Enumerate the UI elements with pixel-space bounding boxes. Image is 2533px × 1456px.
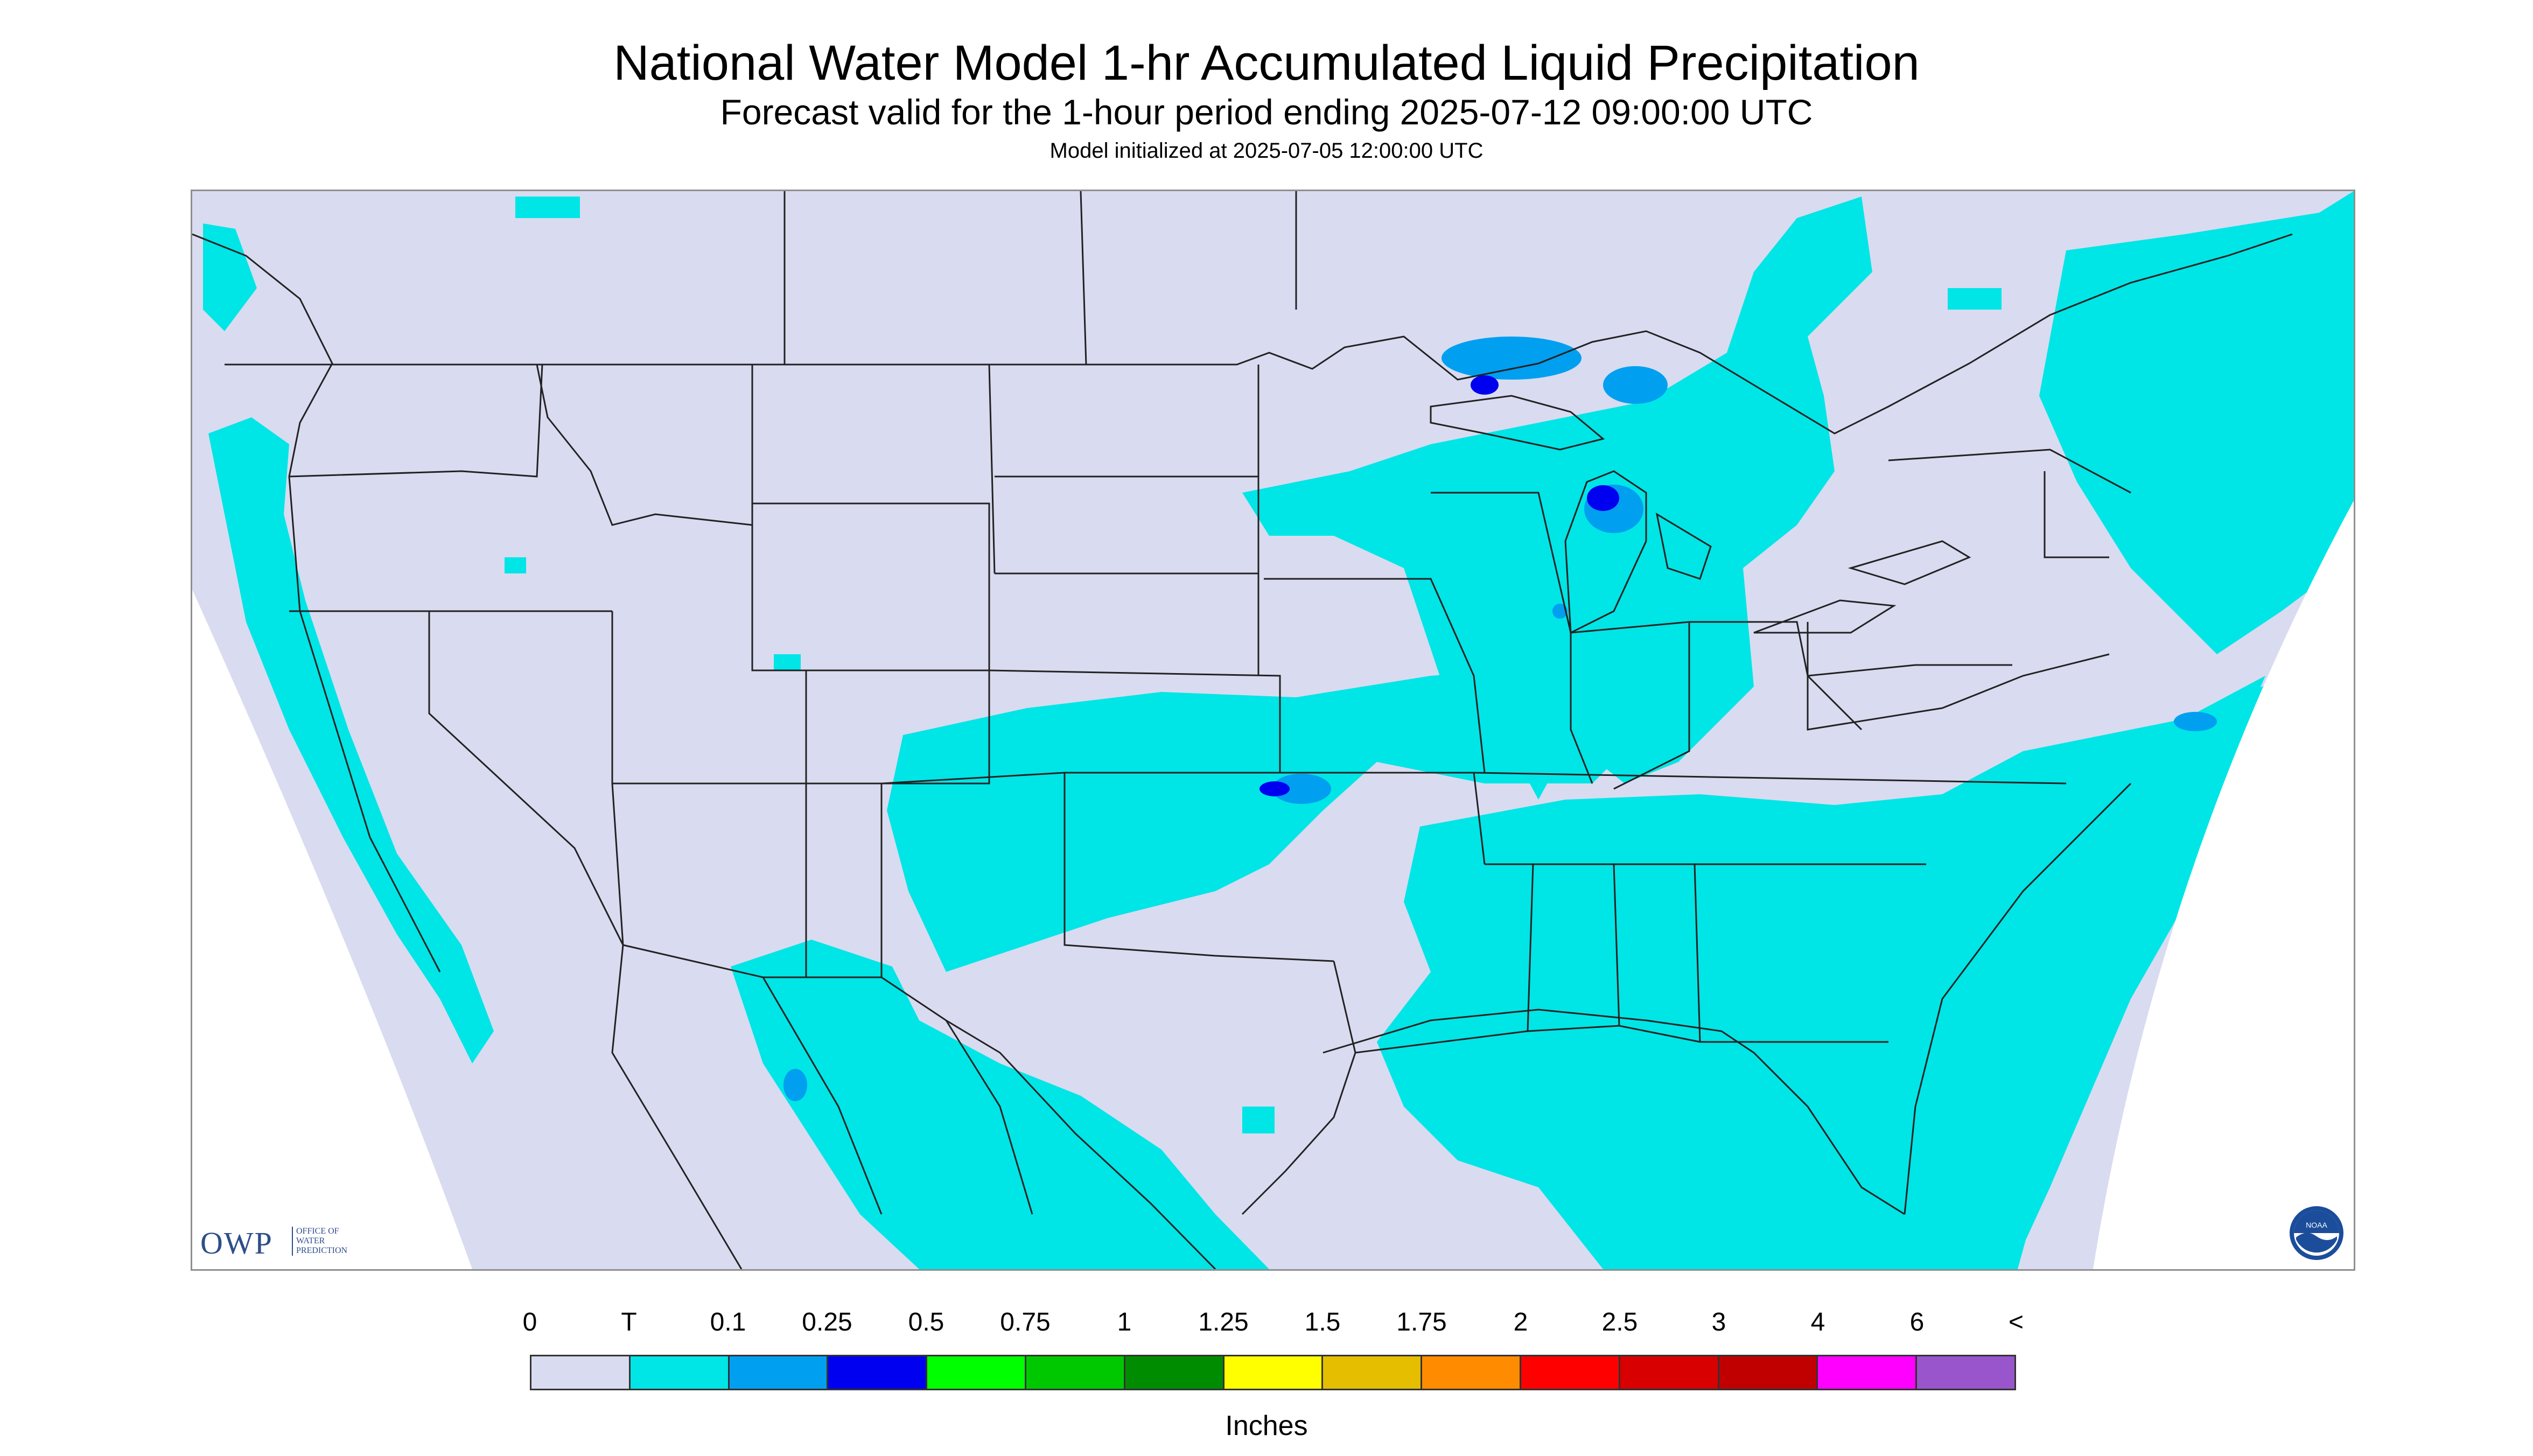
us-canada-border [225,233,2293,435]
boundaries [192,191,2293,1269]
legend-swatch [1323,1356,1423,1389]
legend-tick-label: 4 [1810,1308,1825,1336]
legend-swatch [630,1356,730,1389]
legend-tick-label: 2 [1513,1308,1528,1336]
legend-swatch [1026,1356,1125,1389]
legend-swatch [927,1356,1026,1389]
legend-tick-label: < [2008,1308,2024,1336]
noaa-logo: NOAA [2290,1206,2343,1260]
legend-swatch [1917,1356,2014,1389]
model-init-time: Model initialized at 2025-07-05 12:00:00… [1049,139,1484,163]
precip-central-plains [887,665,1646,972]
precip-moderate-areas [1259,375,1619,796]
owp-logo-text: OFFICE OF WATER PREDICTION [292,1227,372,1256]
map-canvas [192,191,2354,1269]
legend-tick-label: 6 [1909,1308,1925,1336]
legend-tick-label: 1.25 [1198,1308,1249,1336]
legend-swatch [1224,1356,1324,1389]
legend-tick-label: 0.1 [710,1308,746,1336]
map-title: National Water Model 1-hr Accumulated Li… [613,36,1920,90]
legend-tick-label: 3 [1711,1308,1726,1336]
legend-swatch [1719,1356,1818,1389]
legend-tick-label: 0.75 [1000,1308,1051,1336]
precip-great-lakes [1242,197,1872,800]
legend-swatch [1521,1356,1620,1389]
precipitation-map [191,190,2355,1271]
legend-tick-label: 0.25 [802,1308,852,1336]
precip-southwest [731,940,1269,1269]
precip-pacific-north [203,223,257,331]
legend-swatch [828,1356,928,1389]
legend-unit: Inches [1225,1410,1308,1441]
legend-tick-label: 1.75 [1396,1308,1447,1336]
legend-tick-label: 2.5 [1601,1308,1638,1336]
legend-tick-label: 0 [522,1308,537,1336]
map-domain-mask [192,501,2354,1269]
legend-swatch [1620,1356,1719,1389]
legend-tick-label: 1.5 [1304,1308,1341,1336]
legend-swatch [1125,1356,1224,1389]
legend-swatch [1422,1356,1521,1389]
noaa-logo-text: NOAA [2306,1221,2327,1229]
legend-swatch [729,1356,829,1389]
precip-pacific-band [208,417,494,1063]
legend-tick-label: T [621,1308,637,1336]
owp-logo-mark: OWP [200,1226,273,1261]
legend-colorbar [530,1355,2016,1390]
precip-northeast [2039,191,2354,654]
legend-tick-label: 1 [1117,1308,1132,1336]
legend-swatch [1818,1356,1918,1389]
map-subtitle: Forecast valid for the 1-hour period end… [720,92,1813,132]
legend-tick-label: 0.5 [908,1308,944,1336]
legend-swatch [531,1356,631,1389]
